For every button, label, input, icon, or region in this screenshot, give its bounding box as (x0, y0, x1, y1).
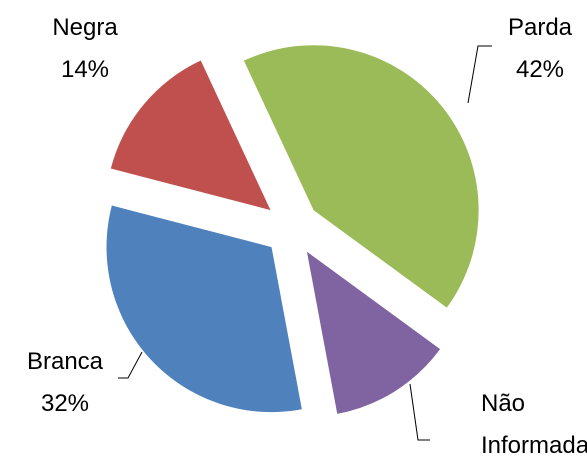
percent-label: 42% (515, 56, 565, 83)
percent-label: 32% (40, 390, 90, 417)
data-label: Parda 42% (475, 7, 587, 91)
leader-line (409, 383, 430, 441)
pie-slice (306, 251, 441, 414)
pie-slice (243, 45, 479, 308)
leader-line (118, 351, 143, 379)
data-label: Branca 32% (0, 341, 130, 425)
data-label: Negra 14% (20, 7, 150, 91)
leader-line (467, 45, 492, 104)
percent-label: 14% (60, 56, 110, 83)
data-label: Não Informada (436, 383, 587, 457)
category-label: Parda (507, 14, 573, 41)
category-label: Branca (26, 348, 104, 375)
category-label: Não Informada (481, 390, 587, 457)
category-label: Negra (52, 14, 118, 41)
pie-slice (110, 60, 271, 211)
pie-slice (106, 205, 302, 413)
